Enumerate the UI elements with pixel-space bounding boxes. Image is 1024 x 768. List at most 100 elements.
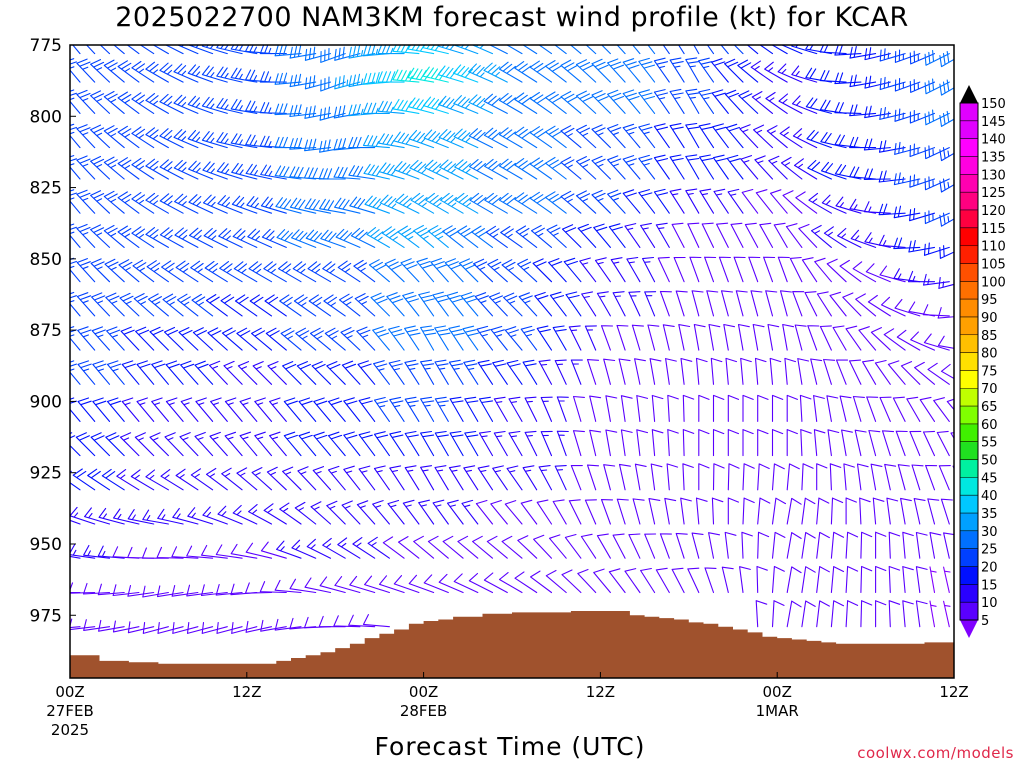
wind-barb — [309, 327, 332, 351]
wind-barb — [218, 228, 243, 248]
wind-barb — [927, 362, 950, 385]
wind-barb — [789, 256, 803, 283]
wind-barb — [186, 545, 214, 559]
wind-barb — [708, 532, 721, 559]
wind-barb — [854, 429, 867, 457]
wind-barb — [939, 50, 954, 68]
wind-barb — [757, 463, 770, 491]
colorbar-segment — [960, 334, 978, 354]
wind-barb — [577, 568, 597, 594]
wind-barb — [280, 327, 302, 351]
wind-barb — [220, 294, 243, 317]
wind-barb — [318, 615, 346, 628]
wind-barb — [739, 124, 759, 149]
wind-barb — [362, 72, 390, 85]
chart-title: 2025022700 NAM3KM forecast wind profile … — [115, 2, 909, 33]
wind-barb — [90, 90, 111, 114]
wind-barb — [687, 567, 700, 594]
wind-barb — [274, 579, 302, 594]
wind-barb — [801, 600, 816, 628]
wind-barb — [348, 614, 376, 628]
wind-barb — [580, 533, 597, 559]
wind-barb — [725, 357, 738, 385]
wind-barb — [215, 583, 243, 596]
wind-barb — [610, 257, 626, 283]
wind-barb — [878, 234, 906, 248]
wind-barb — [712, 154, 729, 180]
colorbar-top-arrow — [960, 85, 978, 103]
wind-barb — [673, 256, 686, 283]
wind-barb — [334, 75, 361, 90]
colorbar-label: 125 — [981, 186, 1006, 201]
wind-barb — [575, 90, 597, 114]
wind-barb — [860, 600, 873, 628]
wind-barb — [131, 192, 155, 214]
wind-barb — [232, 228, 258, 248]
wind-barb — [427, 225, 449, 248]
wind-barb — [586, 464, 600, 491]
wind-barb — [468, 572, 494, 594]
wind-barb — [259, 581, 287, 594]
wind-barb — [311, 361, 332, 385]
colorbar-label: 80 — [981, 347, 998, 362]
wind-barb — [216, 132, 243, 149]
wind-barb — [638, 154, 656, 180]
wind-barb — [849, 104, 877, 117]
wind-barb — [221, 467, 243, 491]
wind-barb — [727, 429, 740, 457]
wind-barb — [180, 360, 199, 385]
wind-barb — [575, 190, 597, 214]
wind-barb — [388, 325, 405, 351]
wind-barb — [232, 504, 258, 525]
wind-barb — [145, 127, 169, 149]
wind-barb — [333, 138, 361, 151]
wind-barb — [887, 360, 906, 385]
wind-barb — [320, 229, 346, 248]
wind-barb — [145, 227, 169, 248]
wind-barb — [821, 194, 847, 214]
wind-barb — [446, 291, 464, 317]
wind-barb — [771, 463, 785, 491]
wind-barb — [771, 429, 784, 457]
wind-barb — [826, 258, 847, 283]
wind-barb — [782, 323, 795, 351]
wind-barb — [554, 359, 567, 385]
wind-barb — [842, 292, 862, 317]
wind-barb — [536, 325, 553, 351]
wind-barb — [333, 166, 361, 180]
wind-barb — [699, 188, 715, 214]
wind-barb — [275, 197, 302, 214]
wind-barb — [119, 432, 140, 457]
wind-barb — [636, 395, 649, 422]
wind-barb — [452, 64, 479, 83]
y-tick-label: 850 — [30, 250, 62, 270]
wind-barb — [230, 133, 258, 149]
wind-barb — [593, 568, 611, 594]
wind-barb — [103, 156, 125, 180]
wind-barb — [909, 109, 936, 124]
wind-barb — [454, 159, 479, 180]
wind-barb — [274, 103, 302, 116]
y-tick-label: 925 — [30, 464, 62, 484]
y-tick-label: 900 — [30, 392, 62, 412]
wind-barb — [536, 499, 553, 525]
wind-barb — [864, 232, 891, 248]
wind-barb — [237, 361, 258, 385]
wind-barb — [883, 328, 906, 351]
wind-barb — [591, 90, 611, 114]
wind-barb — [943, 532, 954, 559]
wind-barb — [698, 429, 710, 457]
wind-barb — [795, 191, 818, 214]
wind-barb — [829, 463, 842, 491]
wind-barb — [845, 325, 862, 351]
colorbar-label: 25 — [981, 543, 998, 558]
wind-barb — [492, 465, 508, 491]
wind-barb — [234, 294, 258, 317]
wind-barb — [568, 499, 582, 525]
wind-barb — [358, 431, 376, 457]
wind-barb — [771, 497, 787, 525]
wind-barb — [591, 58, 611, 83]
colorbar-segment — [960, 209, 978, 229]
wind-barb — [742, 394, 754, 422]
wind-barb — [607, 155, 626, 180]
